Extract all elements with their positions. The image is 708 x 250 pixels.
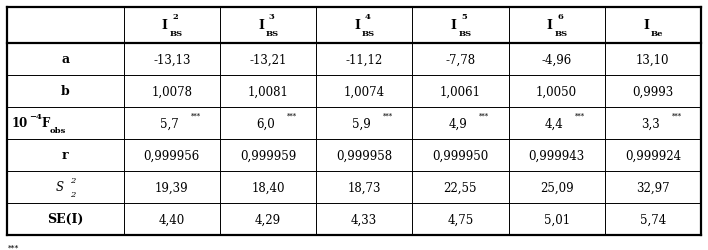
- Text: I: I: [258, 19, 264, 32]
- Text: -7,78: -7,78: [445, 53, 476, 66]
- Text: 4,29: 4,29: [255, 212, 281, 226]
- Text: 3,3: 3,3: [641, 117, 659, 130]
- Text: 6: 6: [557, 13, 563, 21]
- Text: 5,74: 5,74: [640, 212, 666, 226]
- Text: 0,999958: 0,999958: [336, 149, 392, 162]
- Text: -13,21: -13,21: [249, 53, 287, 66]
- Text: 5,7: 5,7: [159, 117, 178, 130]
- Text: 1,0078: 1,0078: [152, 85, 193, 98]
- Text: SE(I): SE(I): [47, 212, 84, 226]
- Text: 0,999959: 0,999959: [240, 149, 296, 162]
- Text: -4,96: -4,96: [542, 53, 572, 66]
- Text: 5,01: 5,01: [544, 212, 570, 226]
- Text: 6,0: 6,0: [256, 117, 275, 130]
- Text: BS: BS: [458, 30, 472, 38]
- Text: I: I: [547, 19, 553, 32]
- Text: BS: BS: [170, 30, 183, 38]
- Text: 10: 10: [11, 117, 28, 130]
- Text: -11,12: -11,12: [346, 53, 383, 66]
- Text: 5: 5: [461, 13, 467, 21]
- Text: 18,40: 18,40: [251, 181, 285, 194]
- Text: 18,73: 18,73: [348, 181, 381, 194]
- Text: ***: ***: [8, 244, 19, 250]
- Text: 2: 2: [69, 190, 75, 198]
- Text: I: I: [354, 19, 360, 32]
- Text: obs: obs: [50, 126, 66, 134]
- Text: 22,55: 22,55: [444, 181, 477, 194]
- Text: 32,97: 32,97: [636, 181, 670, 194]
- Text: 1,0050: 1,0050: [536, 85, 577, 98]
- Text: 4: 4: [365, 13, 371, 21]
- Text: 0,999950: 0,999950: [433, 149, 489, 162]
- Text: 3: 3: [269, 13, 275, 21]
- Text: I: I: [162, 19, 168, 32]
- Text: b: b: [61, 85, 70, 98]
- Text: 2: 2: [69, 176, 75, 184]
- Text: −4: −4: [29, 113, 42, 120]
- Text: 25,09: 25,09: [539, 181, 573, 194]
- Text: 1,0074: 1,0074: [343, 85, 384, 98]
- Text: ***: ***: [576, 112, 586, 120]
- Text: ***: ***: [479, 112, 489, 120]
- Text: 1,0061: 1,0061: [440, 85, 481, 98]
- Text: BS: BS: [266, 30, 279, 38]
- Text: 1,0081: 1,0081: [248, 85, 288, 98]
- Text: ***: ***: [190, 112, 200, 120]
- Text: 4,4: 4,4: [544, 117, 563, 130]
- Text: a: a: [62, 53, 69, 66]
- Text: 4,40: 4,40: [159, 212, 185, 226]
- Text: 0,999924: 0,999924: [624, 149, 681, 162]
- Text: 4,75: 4,75: [447, 212, 474, 226]
- Text: 2: 2: [173, 13, 178, 21]
- Text: I: I: [450, 19, 457, 32]
- Text: BS: BS: [554, 30, 568, 38]
- Text: ***: ***: [383, 112, 393, 120]
- Text: S: S: [56, 181, 64, 194]
- Text: 5,9: 5,9: [352, 117, 371, 130]
- Text: 0,9993: 0,9993: [632, 85, 673, 98]
- Text: I: I: [643, 19, 649, 32]
- Text: 4,33: 4,33: [351, 212, 377, 226]
- Text: ***: ***: [672, 112, 682, 120]
- Text: 13,10: 13,10: [636, 53, 670, 66]
- Text: BS: BS: [362, 30, 375, 38]
- Text: 0,999943: 0,999943: [528, 149, 585, 162]
- Text: F: F: [41, 117, 50, 130]
- Text: -13,13: -13,13: [153, 53, 190, 66]
- Text: r: r: [62, 149, 69, 162]
- Text: Be: Be: [651, 30, 663, 38]
- Text: 0,999956: 0,999956: [144, 149, 200, 162]
- Text: 4,9: 4,9: [448, 117, 467, 130]
- Text: 19,39: 19,39: [155, 181, 188, 194]
- Text: ***: ***: [287, 112, 297, 120]
